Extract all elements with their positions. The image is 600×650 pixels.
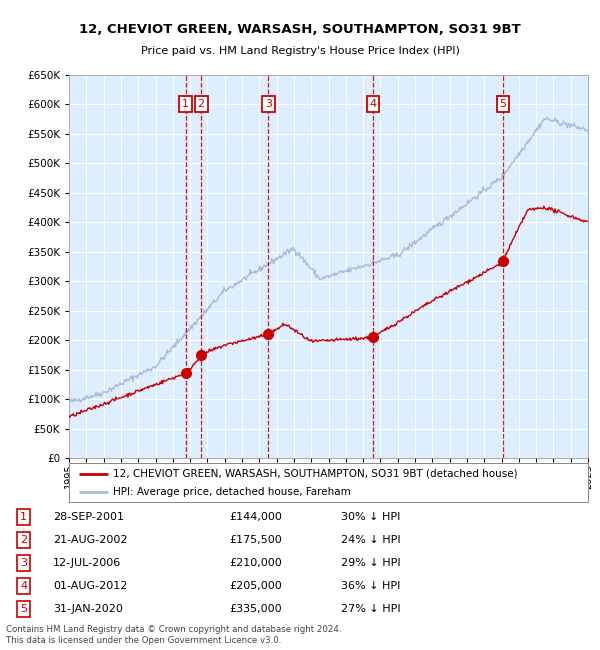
Text: 36% ↓ HPI: 36% ↓ HPI (341, 581, 401, 591)
Text: 12-JUL-2006: 12-JUL-2006 (53, 558, 121, 568)
Text: £335,000: £335,000 (229, 604, 282, 614)
Text: 29% ↓ HPI: 29% ↓ HPI (341, 558, 401, 568)
Text: 4: 4 (370, 99, 377, 109)
Text: 12, CHEVIOT GREEN, WARSASH, SOUTHAMPTON, SO31 9BT: 12, CHEVIOT GREEN, WARSASH, SOUTHAMPTON,… (79, 23, 521, 36)
Text: 24% ↓ HPI: 24% ↓ HPI (341, 535, 401, 545)
Text: Contains HM Land Registry data © Crown copyright and database right 2024.
This d: Contains HM Land Registry data © Crown c… (6, 625, 341, 645)
Text: 5: 5 (20, 604, 27, 614)
Text: 1: 1 (20, 512, 27, 521)
Text: Price paid vs. HM Land Registry's House Price Index (HPI): Price paid vs. HM Land Registry's House … (140, 46, 460, 55)
Text: 30% ↓ HPI: 30% ↓ HPI (341, 512, 401, 521)
Text: £210,000: £210,000 (229, 558, 282, 568)
Text: 21-AUG-2002: 21-AUG-2002 (53, 535, 128, 545)
Text: 31-JAN-2020: 31-JAN-2020 (53, 604, 123, 614)
Text: HPI: Average price, detached house, Fareham: HPI: Average price, detached house, Fare… (113, 487, 351, 497)
Text: 3: 3 (20, 558, 27, 568)
Text: 28-SEP-2001: 28-SEP-2001 (53, 512, 124, 521)
Text: 2: 2 (197, 99, 205, 109)
Text: 3: 3 (265, 99, 272, 109)
Text: £175,500: £175,500 (229, 535, 282, 545)
Text: 2: 2 (20, 535, 27, 545)
Text: £205,000: £205,000 (229, 581, 282, 591)
Text: 4: 4 (20, 581, 27, 591)
Text: £144,000: £144,000 (229, 512, 283, 521)
Text: 12, CHEVIOT GREEN, WARSASH, SOUTHAMPTON, SO31 9BT (detached house): 12, CHEVIOT GREEN, WARSASH, SOUTHAMPTON,… (113, 469, 518, 478)
Text: 5: 5 (499, 99, 506, 109)
Text: 27% ↓ HPI: 27% ↓ HPI (341, 604, 401, 614)
Text: 01-AUG-2012: 01-AUG-2012 (53, 581, 127, 591)
Text: 1: 1 (182, 99, 189, 109)
